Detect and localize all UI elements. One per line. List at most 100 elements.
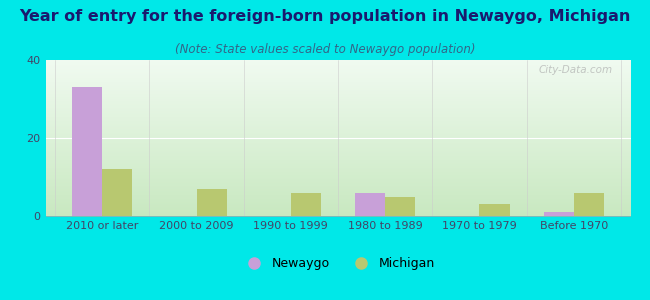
Bar [46, 187, 630, 188]
Bar [355, 193, 385, 216]
Bar [46, 147, 630, 148]
Legend: Newaygo, Michigan: Newaygo, Michigan [237, 252, 439, 275]
Bar [46, 110, 630, 111]
Bar [46, 146, 630, 147]
Bar [46, 195, 630, 196]
Bar [46, 144, 630, 145]
Bar [46, 96, 630, 97]
Bar [46, 101, 630, 102]
Bar [46, 200, 630, 201]
Bar [46, 61, 630, 62]
Bar [46, 168, 630, 169]
Bar [46, 143, 630, 144]
Bar [46, 119, 630, 120]
Bar [46, 82, 630, 83]
Bar [46, 118, 630, 119]
Bar [46, 129, 630, 130]
Bar [46, 134, 630, 135]
Bar [46, 212, 630, 213]
Bar [46, 171, 630, 172]
Bar [46, 128, 630, 129]
Bar [46, 210, 630, 211]
Bar [46, 81, 630, 82]
Bar [46, 109, 630, 110]
Bar [46, 136, 630, 137]
Bar [46, 194, 630, 195]
Bar [46, 196, 630, 197]
Bar [46, 123, 630, 124]
Bar [46, 66, 630, 67]
Bar [46, 63, 630, 64]
Bar [46, 208, 630, 209]
Bar [46, 172, 630, 173]
Bar [46, 151, 630, 152]
Bar [46, 159, 630, 160]
Text: City-Data.com: City-Data.com [539, 65, 613, 75]
Bar [46, 175, 630, 176]
Bar [46, 183, 630, 184]
Bar [46, 69, 630, 70]
Bar [46, 150, 630, 151]
Bar [46, 137, 630, 138]
Bar [46, 67, 630, 68]
Bar [46, 140, 630, 141]
Bar [46, 158, 630, 159]
Bar [46, 173, 630, 174]
Bar [46, 79, 630, 80]
Bar [46, 148, 630, 149]
Bar [46, 211, 630, 212]
Bar [46, 77, 630, 78]
Bar [46, 181, 630, 182]
Bar [46, 206, 630, 207]
Bar [46, 97, 630, 98]
Bar [46, 106, 630, 107]
Bar [46, 207, 630, 208]
Bar [46, 95, 630, 96]
Bar [46, 84, 630, 85]
Bar [480, 204, 510, 216]
Bar [46, 85, 630, 86]
Bar [46, 165, 630, 166]
Bar [46, 179, 630, 180]
Bar [46, 94, 630, 95]
Bar [46, 102, 630, 103]
Bar [46, 176, 630, 177]
Bar [46, 135, 630, 136]
Bar [46, 111, 630, 112]
Bar [46, 202, 630, 203]
Bar [46, 78, 630, 79]
Bar [46, 174, 630, 175]
Bar [46, 180, 630, 181]
Bar [46, 170, 630, 171]
Bar [46, 80, 630, 81]
Bar [46, 107, 630, 108]
Bar [46, 92, 630, 93]
Bar [46, 72, 630, 73]
Bar [46, 87, 630, 88]
Bar [196, 189, 227, 216]
Bar [46, 89, 630, 90]
Bar [46, 83, 630, 84]
Bar [46, 86, 630, 87]
Bar [46, 142, 630, 143]
Bar [46, 68, 630, 69]
Bar [46, 93, 630, 94]
Bar [46, 124, 630, 125]
Bar [291, 193, 321, 216]
Bar [46, 139, 630, 140]
Bar [46, 76, 630, 77]
Bar [46, 103, 630, 104]
Bar [46, 60, 630, 61]
Bar [46, 75, 630, 76]
Bar [46, 116, 630, 117]
Bar [46, 145, 630, 146]
Bar [46, 186, 630, 187]
Bar [46, 130, 630, 131]
Bar [46, 99, 630, 100]
Bar [46, 90, 630, 91]
Bar [46, 177, 630, 178]
Bar [46, 169, 630, 170]
Bar [46, 100, 630, 101]
Bar [46, 74, 630, 75]
Bar [46, 126, 630, 127]
